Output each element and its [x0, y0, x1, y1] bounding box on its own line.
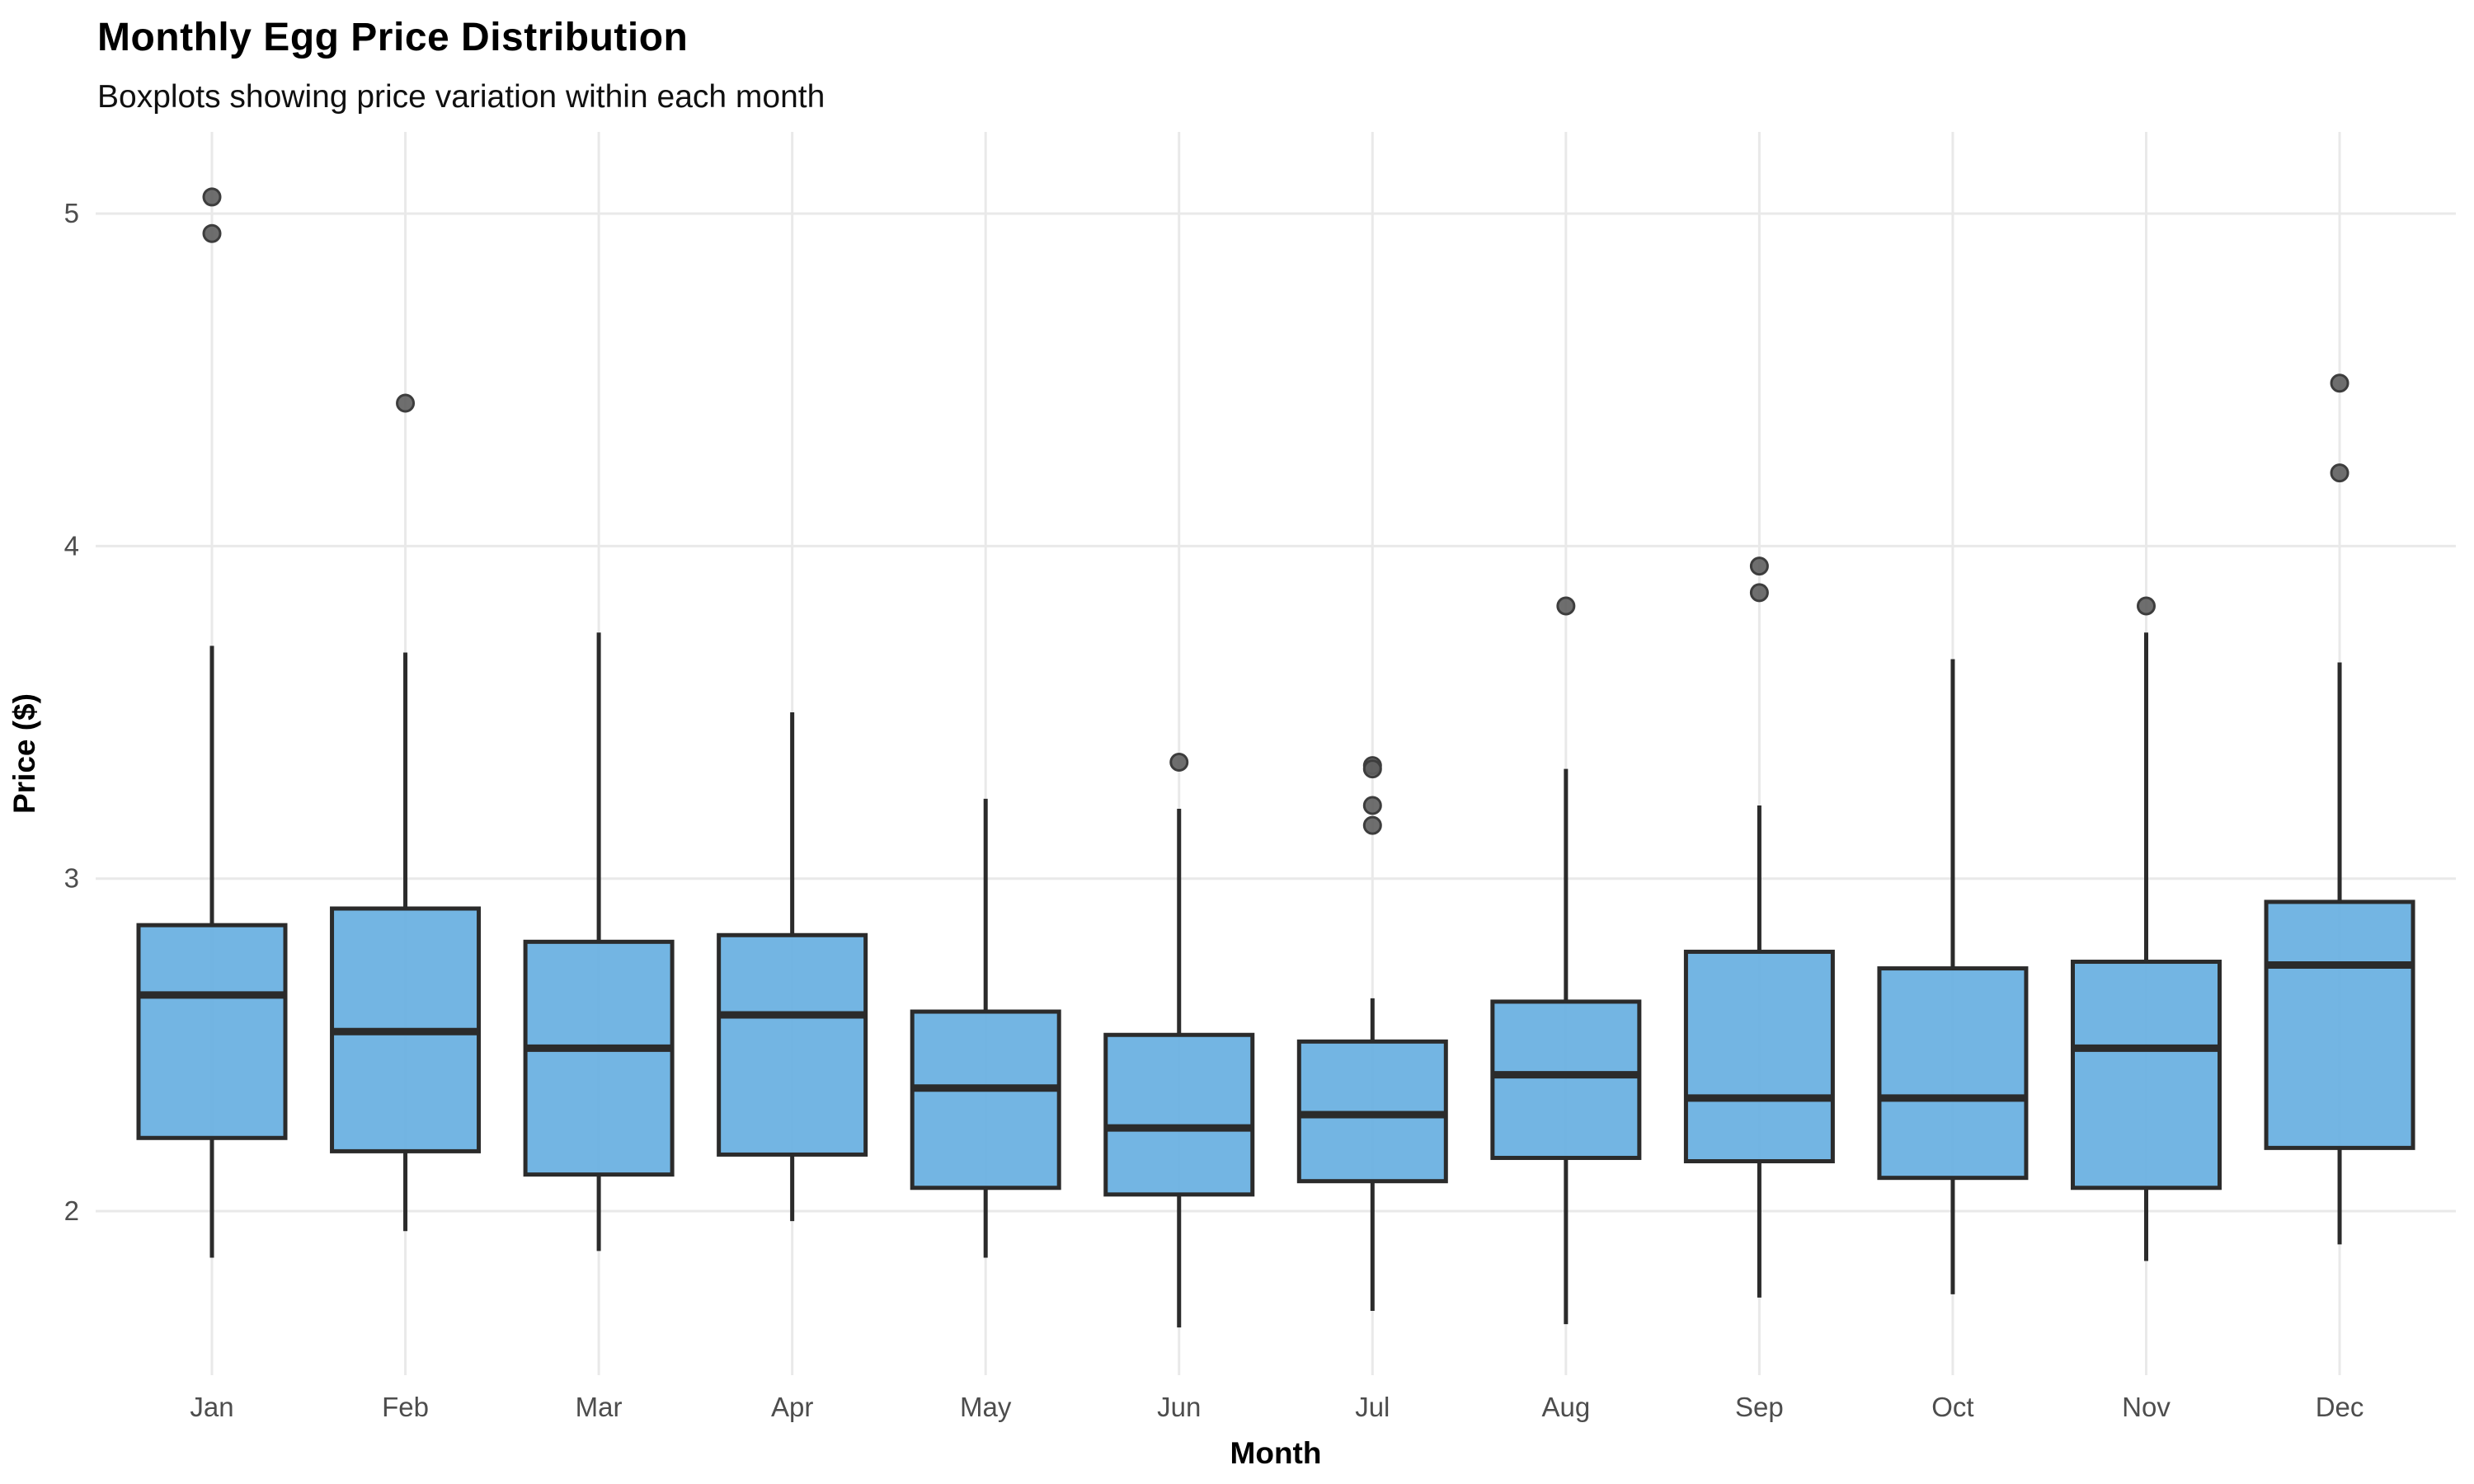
x-tick-label: Mar — [576, 1392, 623, 1422]
x-tick-label: Apr — [771, 1392, 813, 1422]
chart-title: Monthly Egg Price Distribution — [97, 16, 689, 59]
x-tick-label: Feb — [382, 1392, 429, 1422]
x-tick-label: Jan — [190, 1392, 233, 1422]
box-dec — [2264, 899, 2415, 1150]
outlier-dot — [1556, 596, 1576, 616]
x-tick-label: Aug — [1541, 1392, 1590, 1422]
y-tick-label: 4 — [64, 530, 79, 561]
outlier-dot — [1749, 556, 1769, 576]
y-tick-label: 3 — [64, 863, 79, 894]
x-tick-label: May — [960, 1392, 1012, 1422]
outlier-dot — [2330, 373, 2349, 393]
box-jun — [1103, 1032, 1255, 1197]
box-mar — [523, 939, 675, 1177]
outlier-dot — [2330, 463, 2349, 483]
outlier-dot — [1749, 583, 1769, 603]
outlier-dot — [1362, 815, 1382, 835]
y-tick-label: 5 — [64, 198, 79, 228]
x-tick-label: Oct — [1931, 1392, 1973, 1422]
x-tick-label: Jul — [1355, 1392, 1390, 1422]
outlier-dot — [1362, 796, 1382, 815]
box-jan — [136, 923, 288, 1140]
box-nov — [2071, 960, 2222, 1190]
x-tick-label: Sep — [1735, 1392, 1784, 1422]
outlier-dot — [396, 393, 416, 413]
y-tick-label: 2 — [64, 1195, 79, 1226]
outlier-dot — [1169, 753, 1189, 773]
x-tick-label: Jun — [1157, 1392, 1201, 1422]
chart-subtitle: Boxplots showing price variation within … — [97, 79, 825, 115]
outlier-dot — [1362, 759, 1382, 779]
outlier-dot — [2137, 596, 2156, 616]
y-axis-title: Price ($) — [7, 693, 41, 815]
box-may — [910, 1009, 1061, 1190]
box-aug — [1490, 999, 1642, 1160]
box-sep — [1683, 949, 1835, 1164]
x-tick-label: Nov — [2122, 1392, 2171, 1422]
box-apr — [717, 932, 868, 1157]
x-axis-title: Month — [1230, 1436, 1322, 1470]
outlier-dot — [202, 187, 222, 207]
outlier-dot — [202, 223, 222, 243]
x-tick-label: Dec — [2316, 1392, 2364, 1422]
box-oct — [1877, 966, 2029, 1181]
